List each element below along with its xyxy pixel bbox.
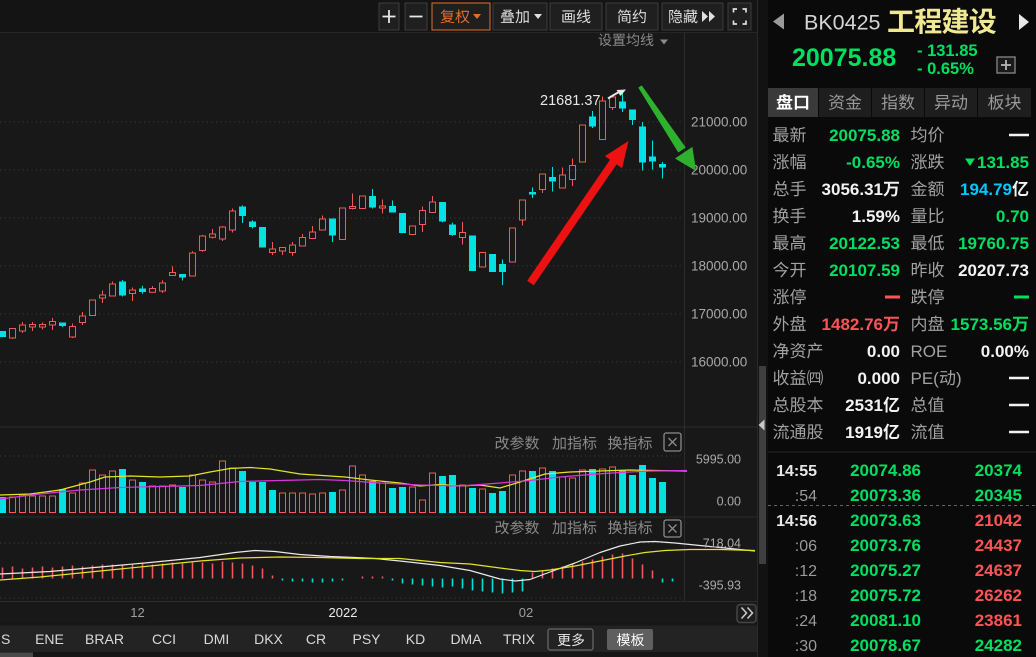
svg-text:24437: 24437	[975, 536, 1022, 555]
svg-text:): )	[956, 369, 962, 388]
svg-text:2531: 2531	[845, 396, 883, 415]
svg-text::30: :30	[795, 638, 817, 655]
svg-text:0.00: 0.00	[867, 342, 900, 361]
svg-text:18000.00: 18000.00	[691, 259, 747, 274]
svg-text:20073.36: 20073.36	[850, 486, 921, 505]
svg-text:-0.65%: -0.65%	[846, 153, 900, 172]
svg-text:20207.73: 20207.73	[958, 261, 1029, 280]
svg-text:0.70: 0.70	[996, 207, 1029, 226]
svg-text:20073.76: 20073.76	[850, 536, 921, 555]
svg-text:02: 02	[519, 605, 533, 620]
svg-text:5995.00: 5995.00	[696, 453, 741, 467]
svg-text:0.00: 0.00	[717, 495, 741, 509]
svg-text:20075.88: 20075.88	[829, 126, 900, 145]
svg-text:26262: 26262	[975, 586, 1022, 605]
svg-text::18: :18	[795, 588, 817, 605]
svg-text:DKX: DKX	[254, 631, 283, 647]
svg-text:ENE: ENE	[35, 631, 64, 647]
svg-text:17000.00: 17000.00	[691, 307, 747, 322]
svg-text:-395.93: -395.93	[699, 579, 741, 593]
svg-text:DMA: DMA	[450, 631, 482, 647]
svg-text:23861: 23861	[975, 611, 1022, 630]
svg-text:24637: 24637	[975, 561, 1022, 580]
svg-text:718.04: 718.04	[703, 537, 741, 551]
svg-text::06: :06	[795, 538, 817, 555]
svg-text:14:55: 14:55	[776, 463, 817, 480]
svg-text::12: :12	[795, 563, 817, 580]
svg-text:KD: KD	[406, 631, 425, 647]
svg-text:ROE: ROE	[911, 342, 948, 361]
svg-text:1919: 1919	[845, 423, 883, 442]
svg-text:CR: CR	[306, 631, 326, 647]
svg-text::24: :24	[795, 613, 817, 630]
svg-text:PSY: PSY	[352, 631, 381, 647]
svg-text:21000.00: 21000.00	[691, 115, 747, 130]
svg-text:- 131.85: - 131.85	[917, 42, 978, 60]
svg-text:194.79: 194.79	[960, 180, 1012, 199]
svg-text:14:56: 14:56	[776, 513, 817, 530]
svg-text:BK0425: BK0425	[804, 11, 881, 35]
svg-text:1482.76: 1482.76	[822, 315, 883, 334]
svg-text:131.85: 131.85	[977, 153, 1029, 172]
svg-text:1573.56: 1573.56	[951, 315, 1012, 334]
svg-text:12: 12	[130, 605, 144, 620]
svg-text:19000.00: 19000.00	[691, 211, 747, 226]
svg-text:20075.72: 20075.72	[850, 586, 921, 605]
svg-text:PE(: PE(	[911, 369, 940, 388]
svg-text:3056.31: 3056.31	[822, 180, 883, 199]
svg-text:- 0.65%: - 0.65%	[917, 60, 974, 78]
svg-text:1.59%: 1.59%	[852, 207, 900, 226]
svg-text:16000.00: 16000.00	[691, 355, 747, 370]
svg-text:20000.00: 20000.00	[691, 163, 747, 178]
svg-text:19760.75: 19760.75	[958, 234, 1029, 253]
svg-text:S: S	[1, 631, 10, 647]
svg-text:20345: 20345	[975, 486, 1022, 505]
svg-text:0.000: 0.000	[857, 369, 900, 388]
svg-text:20122.53: 20122.53	[829, 234, 900, 253]
svg-text:21042: 21042	[975, 511, 1022, 530]
svg-text:CCI: CCI	[152, 631, 176, 647]
svg-text:DMI: DMI	[204, 631, 230, 647]
svg-text:20073.63: 20073.63	[850, 511, 921, 530]
svg-text:BRAR: BRAR	[85, 631, 124, 647]
svg-text:21681.37: 21681.37	[540, 93, 600, 109]
svg-text:20074.86: 20074.86	[850, 461, 921, 480]
svg-text:20107.59: 20107.59	[829, 261, 900, 280]
svg-text:TRIX: TRIX	[503, 631, 536, 647]
svg-text::54: :54	[795, 488, 817, 505]
svg-text:20075.27: 20075.27	[850, 561, 921, 580]
svg-text:20374: 20374	[975, 461, 1023, 480]
svg-text:0.00%: 0.00%	[981, 342, 1029, 361]
svg-text:20081.10: 20081.10	[850, 611, 921, 630]
svg-text:24282: 24282	[975, 636, 1022, 655]
svg-text:2022: 2022	[329, 605, 358, 620]
svg-text:20078.67: 20078.67	[850, 636, 921, 655]
svg-text:20075.88: 20075.88	[792, 44, 896, 72]
